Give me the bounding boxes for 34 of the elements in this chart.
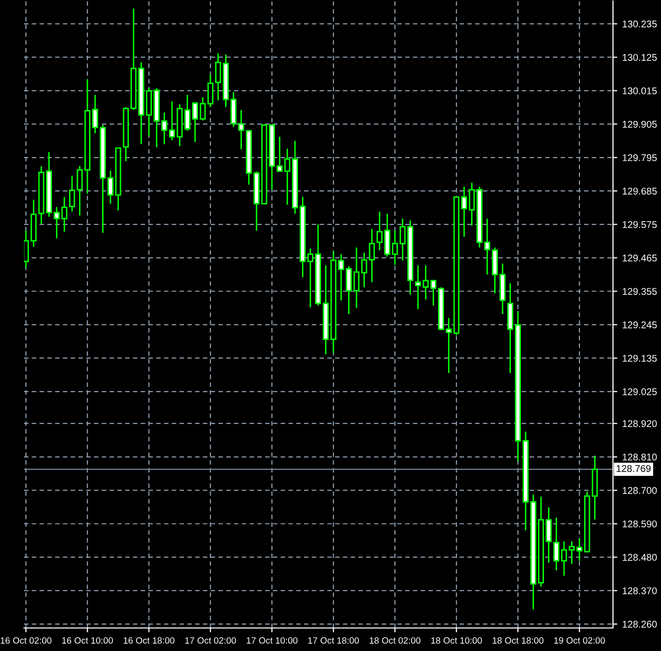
y-tick-label: 129.245 (622, 321, 657, 328)
candlestick (368, 228, 375, 283)
y-tick-label: 130.235 (622, 20, 657, 28)
y-tick-label: 129.355 (622, 288, 657, 295)
y-tick-label: 128.700 (622, 487, 657, 494)
y-tick-label: 129.575 (622, 221, 657, 228)
x-tick-label: 19 Oct 02:00 (554, 637, 605, 644)
y-tick-label: 128.920 (622, 420, 657, 428)
candlestick (507, 282, 514, 374)
candlestick (407, 220, 414, 296)
ref-line-label: 128.769 (616, 465, 651, 472)
y-tick-label: 129.025 (622, 388, 657, 396)
y-tick-label: 128.810 (622, 454, 657, 461)
x-tick-label: 17 Oct 02:00 (185, 637, 236, 644)
y-tick-label: 129.795 (622, 154, 657, 162)
x-tick-label: 16 Oct 02:00 (0, 637, 52, 644)
candlestick (592, 454, 598, 520)
x-tick-label: 17 Oct 18:00 (308, 637, 359, 644)
x-tick-label: 17 Oct 10:00 (246, 637, 298, 644)
x-tick-label: 18 Oct 02:00 (370, 637, 420, 644)
y-tick-label: 128.590 (622, 520, 657, 528)
y-tick-label: 128.480 (622, 554, 657, 561)
y-tick-label: 129.465 (622, 254, 657, 262)
y-tick-label: 130.015 (622, 87, 657, 94)
y-tick-label: 129.135 (622, 354, 657, 362)
y-tick-label: 128.260 (622, 620, 657, 628)
y-tick-label: 129.685 (622, 188, 657, 195)
x-tick-label: 18 Oct 10:00 (431, 637, 482, 644)
x-tick-label: 16 Oct 10:00 (62, 637, 113, 644)
y-tick-label: 130.125 (622, 54, 657, 61)
x-tick-label: 18 Oct 18:00 (492, 637, 544, 644)
y-tick-label: 129.905 (622, 120, 657, 128)
x-tick-label: 16 Oct 18:00 (124, 637, 174, 644)
y-tick-label: 128.370 (622, 587, 657, 594)
